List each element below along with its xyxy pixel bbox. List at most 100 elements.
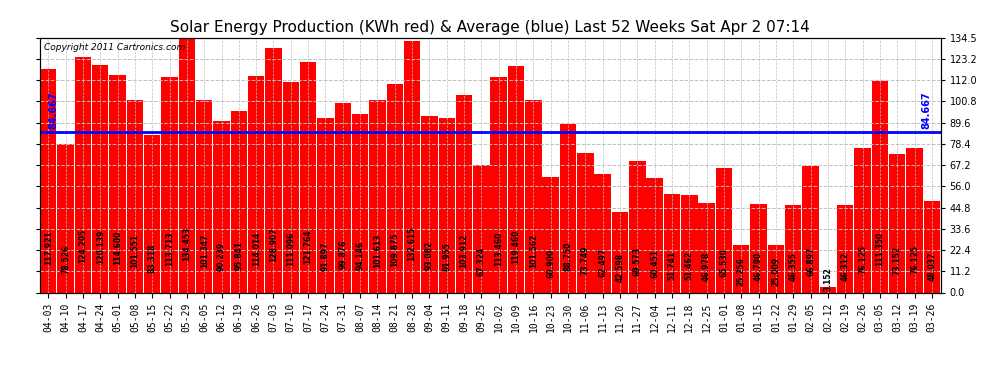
Bar [612, 212, 629, 292]
Bar [698, 203, 715, 292]
Text: 73.152: 73.152 [893, 246, 902, 275]
Text: 111.096: 111.096 [286, 232, 295, 266]
Bar [750, 204, 767, 292]
Text: 101.551: 101.551 [131, 234, 140, 268]
Text: 101.347: 101.347 [200, 234, 209, 268]
Text: 132.615: 132.615 [408, 227, 417, 261]
Text: 121.764: 121.764 [304, 230, 313, 264]
Bar [508, 66, 525, 292]
Text: 95.841: 95.841 [235, 241, 244, 270]
Bar [421, 116, 438, 292]
Bar [109, 75, 126, 292]
Text: 117.921: 117.921 [44, 230, 52, 265]
Text: 62.497: 62.497 [598, 248, 607, 278]
Bar [300, 62, 317, 292]
Text: 114.600: 114.600 [113, 231, 122, 266]
Text: 101.613: 101.613 [373, 234, 382, 268]
Text: 76.125: 76.125 [858, 245, 867, 274]
Text: 101.562: 101.562 [529, 234, 538, 268]
Bar [92, 65, 109, 292]
Text: 93.082: 93.082 [425, 241, 434, 270]
Bar [386, 84, 403, 292]
Bar [74, 57, 91, 292]
Bar [525, 100, 542, 292]
Text: 46.978: 46.978 [702, 252, 711, 281]
Text: 48.037: 48.037 [928, 251, 937, 280]
Text: 65.530: 65.530 [720, 248, 729, 277]
Bar [906, 148, 923, 292]
Text: 119.460: 119.460 [512, 230, 521, 264]
Bar [369, 100, 386, 292]
Bar [248, 76, 264, 292]
Bar [351, 114, 368, 292]
Bar [733, 244, 749, 292]
Text: 25.009: 25.009 [771, 257, 780, 286]
Text: 60.900: 60.900 [546, 249, 555, 278]
Text: 76.125: 76.125 [910, 245, 919, 274]
Bar [629, 160, 645, 292]
Text: 84.667: 84.667 [49, 92, 58, 129]
Bar [57, 144, 74, 292]
Bar [785, 205, 802, 292]
Bar [335, 103, 351, 292]
Text: 46.312: 46.312 [841, 252, 849, 281]
Text: 124.205: 124.205 [78, 229, 87, 263]
Text: 66.897: 66.897 [806, 247, 815, 276]
Bar [594, 174, 611, 292]
Text: 134.453: 134.453 [182, 227, 191, 261]
Title: Solar Energy Production (KWh red) & Average (blue) Last 52 Weeks Sat Apr 2 07:14: Solar Energy Production (KWh red) & Aver… [170, 20, 810, 35]
Text: 111.350: 111.350 [875, 232, 884, 266]
Bar [455, 96, 472, 292]
Text: 46.355: 46.355 [789, 252, 798, 281]
Text: 114.014: 114.014 [251, 231, 260, 266]
Bar [837, 205, 853, 292]
Text: 103.912: 103.912 [459, 234, 468, 268]
Bar [924, 201, 940, 292]
Bar [681, 195, 698, 292]
Bar [767, 245, 784, 292]
Text: 60.451: 60.451 [650, 249, 659, 278]
Text: 109.875: 109.875 [390, 232, 399, 267]
Text: 113.713: 113.713 [165, 231, 174, 266]
Text: 78.526: 78.526 [61, 244, 70, 274]
Bar [663, 194, 680, 292]
Text: 128.907: 128.907 [269, 228, 278, 262]
Text: 88.750: 88.750 [563, 242, 572, 272]
Bar [161, 77, 178, 292]
Bar [40, 69, 56, 292]
Bar [439, 118, 455, 292]
Text: 69.573: 69.573 [633, 247, 642, 276]
Bar [178, 38, 195, 292]
Bar [854, 148, 871, 292]
Text: 83.318: 83.318 [148, 243, 156, 273]
Bar [490, 77, 507, 292]
Text: 84.667: 84.667 [922, 92, 932, 129]
Text: Copyright 2011 Cartronics.com: Copyright 2011 Cartronics.com [45, 43, 185, 52]
Bar [317, 118, 334, 292]
Bar [716, 168, 733, 292]
Bar [577, 153, 594, 292]
Text: 3.152: 3.152 [824, 267, 833, 291]
Bar [889, 154, 906, 292]
Bar [231, 111, 248, 292]
Bar [265, 48, 282, 292]
Bar [144, 135, 160, 292]
Text: 91.955: 91.955 [443, 242, 451, 271]
Text: 94.146: 94.146 [355, 241, 364, 270]
Bar [473, 165, 490, 292]
Text: 91.897: 91.897 [321, 241, 330, 271]
Text: 51.741: 51.741 [667, 251, 676, 280]
Text: 25.256: 25.256 [737, 257, 745, 286]
Bar [820, 286, 837, 292]
Text: 42.598: 42.598 [616, 253, 625, 282]
Text: 51.462: 51.462 [685, 251, 694, 280]
Bar [543, 177, 559, 292]
Text: 67.324: 67.324 [477, 247, 486, 276]
Text: 99.876: 99.876 [339, 240, 347, 269]
Text: 46.790: 46.790 [754, 252, 763, 281]
Bar [646, 178, 663, 292]
Bar [559, 124, 576, 292]
Text: 90.239: 90.239 [217, 242, 226, 271]
Text: 120.139: 120.139 [96, 230, 105, 264]
Bar [404, 41, 421, 292]
